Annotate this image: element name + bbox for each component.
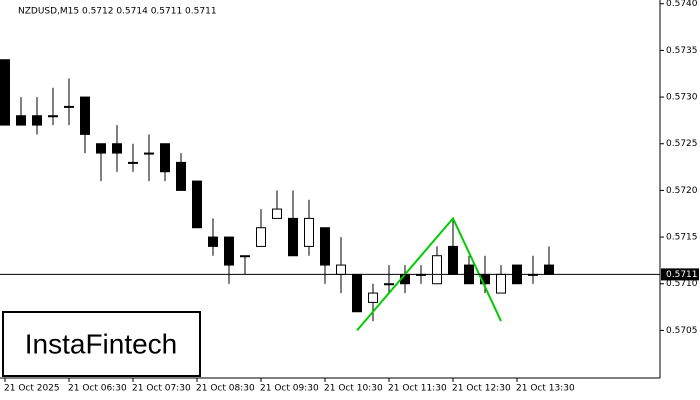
y-tick-label: 0.5705 bbox=[666, 326, 698, 336]
candle-body bbox=[192, 180, 202, 229]
candle-body bbox=[96, 143, 106, 154]
x-tick-label: 21 Oct 08:30 bbox=[196, 384, 255, 394]
candle-body bbox=[304, 217, 314, 247]
candle-body bbox=[320, 227, 330, 266]
candle-body bbox=[352, 273, 362, 313]
candle-body bbox=[256, 227, 266, 247]
candle-body bbox=[240, 255, 250, 258]
candle-body bbox=[160, 143, 170, 173]
x-tick-label: 21 Oct 09:30 bbox=[260, 384, 319, 394]
current-price-box bbox=[661, 268, 699, 281]
y-tick-label: 0.5730 bbox=[666, 93, 698, 103]
x-tick-label: 21 Oct 2025 bbox=[4, 384, 60, 394]
current-price-label: 0.5711 bbox=[666, 270, 698, 280]
logo-box bbox=[2, 311, 201, 377]
x-tick-label: 21 Oct 10:30 bbox=[324, 384, 383, 394]
candle-body bbox=[144, 152, 154, 155]
pattern-line bbox=[356, 216, 502, 332]
candle-body bbox=[368, 292, 378, 303]
candle-body bbox=[384, 283, 394, 286]
candle-body bbox=[0, 59, 10, 126]
y-tick-label: 0.5735 bbox=[666, 46, 698, 56]
chart-title: NZDUSD,M15 0.5712 0.5714 0.5711 0.5711 bbox=[18, 7, 217, 17]
y-tick-label: 0.5720 bbox=[666, 186, 698, 196]
candle-body bbox=[32, 115, 42, 126]
x-tick-label: 21 Oct 07:30 bbox=[132, 384, 191, 394]
y-tick-label: 0.5715 bbox=[666, 233, 698, 243]
y-tick-label: 0.5725 bbox=[666, 139, 698, 149]
candle-body bbox=[176, 161, 186, 191]
candle-body bbox=[496, 273, 506, 294]
y-tick-label: 0.5710 bbox=[666, 279, 698, 289]
candle-body bbox=[48, 115, 58, 118]
candle-body bbox=[448, 245, 458, 275]
x-tick-label: 21 Oct 12:30 bbox=[452, 384, 511, 394]
candle-body bbox=[208, 236, 218, 247]
candle-body bbox=[432, 255, 442, 285]
candle-body bbox=[544, 264, 554, 275]
y-tick-label: 0.5740 bbox=[666, 0, 698, 9]
candle-body bbox=[288, 217, 298, 257]
x-tick-label: 21 Oct 13:30 bbox=[516, 384, 575, 394]
x-tick-label: 21 Oct 06:30 bbox=[68, 384, 127, 394]
candle-body bbox=[336, 264, 346, 275]
candle-body bbox=[80, 96, 90, 135]
candle-body bbox=[128, 161, 138, 164]
candle-body bbox=[64, 105, 74, 108]
x-tick-label: 21 Oct 11:30 bbox=[388, 384, 447, 394]
logo: InstaFintech bbox=[25, 328, 178, 359]
candle-body bbox=[224, 236, 234, 266]
candle-body bbox=[272, 208, 282, 219]
candle-body bbox=[16, 115, 26, 126]
candle-body bbox=[112, 143, 122, 154]
